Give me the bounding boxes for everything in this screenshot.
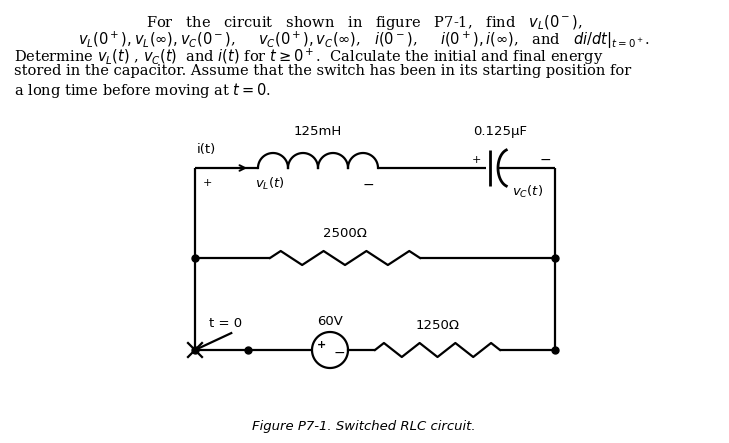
Text: For   the   circuit   shown   in   figure   P7-1,   find   $v_L(0^-)$,: For the circuit shown in figure P7-1, fi…	[146, 13, 582, 32]
Text: Figure P7-1. Switched RLC circuit.: Figure P7-1. Switched RLC circuit.	[252, 420, 476, 433]
Text: 0.125μF: 0.125μF	[473, 125, 527, 138]
Text: i(t): i(t)	[197, 143, 217, 156]
Text: 125mH: 125mH	[294, 125, 342, 138]
Text: −: −	[362, 178, 374, 192]
Text: stored in the capacitor. Assume that the switch has been in its starting positio: stored in the capacitor. Assume that the…	[14, 64, 631, 78]
Text: 60V: 60V	[317, 315, 343, 328]
Text: a long time before moving at $t = 0$.: a long time before moving at $t = 0$.	[14, 81, 271, 100]
Text: Determine $v_L(t)$ , $v_C(t)$  and $i(t)$ for $t \geq 0^+$.  Calculate the initi: Determine $v_L(t)$ , $v_C(t)$ and $i(t)$…	[14, 47, 604, 67]
Text: t = 0: t = 0	[209, 317, 242, 330]
Text: +: +	[317, 340, 327, 350]
Text: $v_C(t)$: $v_C(t)$	[512, 184, 543, 200]
Text: 2500Ω: 2500Ω	[323, 227, 367, 240]
Text: $v_L(0^+), v_L(\infty), v_C(0^-)$,     $v_C(0^+), v_C(\infty)$,   $i(0^-)$,     : $v_L(0^+), v_L(\infty), v_C(0^-)$, $v_C(…	[78, 30, 650, 51]
Text: −: −	[333, 346, 345, 360]
Text: +: +	[472, 155, 480, 165]
Text: +: +	[203, 178, 211, 188]
Text: −: −	[539, 153, 551, 167]
Text: 1250Ω: 1250Ω	[416, 319, 459, 332]
Text: $v_L(t)$: $v_L(t)$	[255, 176, 285, 192]
